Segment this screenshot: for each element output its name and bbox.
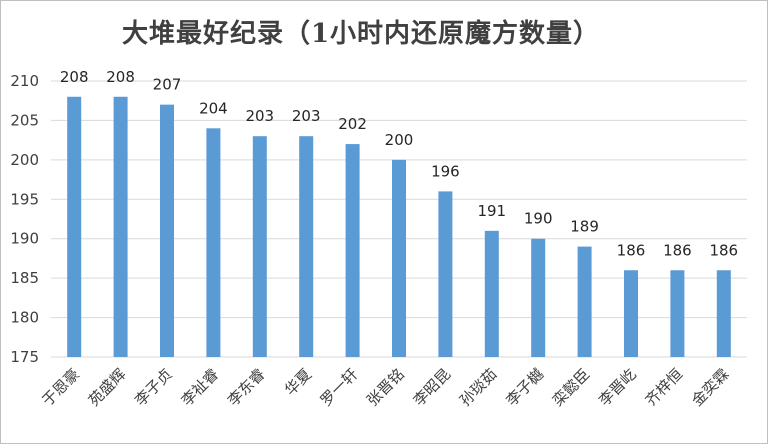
data-label: 203: [245, 107, 274, 125]
x-tick-label: 罗一轩: [317, 365, 362, 410]
data-label: 200: [385, 131, 414, 149]
x-tick-label: 苑盛辉: [85, 365, 130, 410]
bar: [206, 128, 221, 357]
x-tick-label: 孙琰茹: [456, 365, 501, 410]
x-tick-label: 李昭昆: [410, 365, 455, 410]
y-axis-ticks: 175 180 185 190 195 200 205 210: [10, 72, 39, 366]
data-label: 189: [570, 218, 599, 236]
data-label: 186: [663, 241, 692, 259]
chart-title: 大堆最好纪录（1小时内还原魔方数量）: [121, 19, 601, 49]
x-tick-label: 李子樾: [502, 365, 547, 410]
y-tick-label: 190: [10, 230, 39, 248]
y-tick-label: 180: [10, 309, 39, 327]
bar: [67, 96, 82, 358]
bars: [67, 96, 731, 358]
data-label: 191: [477, 202, 506, 220]
bar: [670, 270, 685, 357]
data-label: 204: [199, 99, 228, 117]
data-label: 202: [338, 115, 367, 133]
data-label: 207: [153, 76, 182, 94]
bar: [531, 238, 546, 357]
bar: [392, 159, 406, 357]
x-tick-label: 栾懿臣: [549, 365, 594, 410]
data-label: 203: [292, 107, 321, 125]
bar: [252, 136, 267, 357]
bar: [113, 96, 128, 358]
x-tick-label: 李晋屹: [595, 365, 640, 410]
x-tick-label: 于恩豪: [38, 365, 83, 410]
x-tick-label: 李东睿: [224, 365, 269, 410]
data-label: 208: [106, 68, 135, 86]
x-tick-label: 金奕霖: [688, 365, 733, 410]
x-axis-ticks: 于恩豪 苑盛辉 李子贞 李祉睿 李东睿 华夏 罗一轩 张晋铭 李昭昆 孙琰茹 李子樾 栾懿臣 李晋屹 齐梓…: [38, 365, 732, 410]
bar: [160, 104, 174, 358]
data-labels: 208 208 207 204 203 203 202 200 196 191 190 189 186 1…: [60, 68, 738, 259]
y-tick-label: 185: [10, 269, 39, 287]
bar: [438, 191, 453, 357]
bar: [345, 144, 360, 357]
y-tick-label: 210: [10, 72, 39, 90]
data-label: 196: [431, 162, 460, 180]
x-tick-label: 张晋铭: [363, 365, 408, 410]
y-tick-label: 200: [10, 151, 39, 169]
bar: [299, 136, 314, 357]
data-label: 190: [524, 210, 553, 228]
data-label: 208: [60, 68, 89, 86]
bar: [484, 230, 499, 357]
bar: [624, 270, 638, 357]
x-tick-label: 李子贞: [131, 365, 176, 410]
data-label: 186: [709, 241, 738, 259]
bar: [716, 270, 731, 357]
x-tick-label: 齐梓恒: [642, 365, 687, 410]
y-tick-label: 175: [10, 348, 39, 366]
bar: [577, 246, 592, 357]
y-tick-label: 195: [10, 190, 39, 208]
x-tick-label: 李祉睿: [178, 365, 223, 410]
y-tick-label: 205: [10, 111, 39, 129]
data-label: 186: [617, 241, 646, 259]
x-tick-label: 华夏: [281, 365, 315, 399]
